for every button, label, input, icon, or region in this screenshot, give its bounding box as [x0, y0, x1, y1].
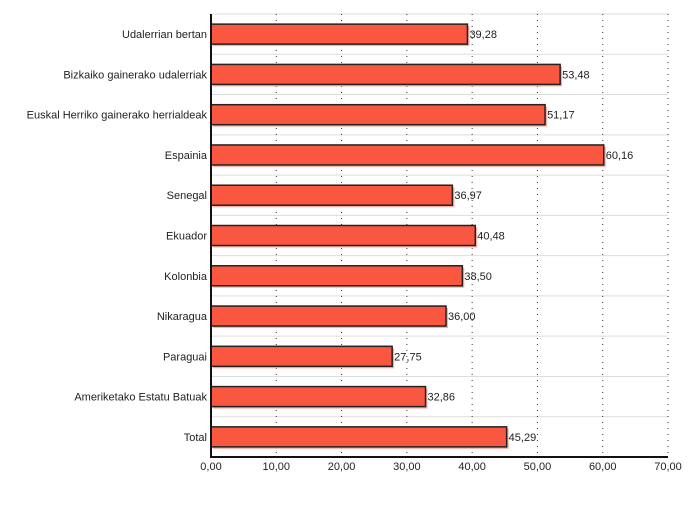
category-label: Bizkaiko gainerako udalerriak — [63, 69, 207, 81]
x-tick-label: 60,00 — [589, 461, 617, 473]
bar — [210, 63, 561, 86]
category-label: Ekuador — [166, 231, 207, 243]
category-label: Espainia — [165, 150, 208, 162]
x-tick-label: 30,00 — [393, 461, 421, 473]
bar — [210, 426, 508, 448]
data-label: 32,86 — [428, 392, 456, 404]
data-label: 36,00 — [448, 311, 476, 323]
category-label: Senegal — [167, 190, 207, 202]
bar — [210, 103, 546, 126]
category-label: Udalerrian bertan — [122, 29, 207, 41]
bar — [210, 184, 454, 206]
category-label: Euskal Herriko gainerako herrialdeak — [27, 110, 208, 122]
data-label: 45,29 — [509, 432, 537, 444]
data-label: 38,50 — [464, 271, 492, 283]
category-label: Nikaragua — [157, 311, 208, 323]
data-label: 51,17 — [547, 110, 575, 122]
bar — [210, 144, 605, 166]
category-label: Kolonbia — [164, 271, 208, 283]
x-tick-label: 70,00 — [654, 461, 682, 473]
x-tick-label: 10,00 — [263, 461, 291, 473]
data-label: 39,28 — [469, 29, 497, 41]
x-tick-label: 40,00 — [458, 461, 486, 473]
data-label: 53,48 — [562, 69, 590, 81]
data-label: 40,48 — [477, 231, 505, 243]
data-label: 60,16 — [606, 150, 634, 162]
bar — [210, 224, 477, 247]
bar — [210, 23, 469, 45]
x-tick-label: 20,00 — [328, 461, 356, 473]
data-label: 27,75 — [394, 351, 422, 363]
bar — [210, 305, 447, 327]
category-label: Paraguai — [163, 351, 207, 363]
category-label: Ameriketako Estatu Batuak — [74, 392, 207, 404]
x-tick-label: 50,00 — [524, 461, 552, 473]
category-label: Total — [184, 432, 207, 444]
bar — [210, 345, 393, 368]
bar — [210, 265, 464, 287]
x-tick-label: 0,00 — [200, 461, 221, 473]
data-label: 36,97 — [454, 190, 482, 202]
bar — [210, 385, 427, 408]
